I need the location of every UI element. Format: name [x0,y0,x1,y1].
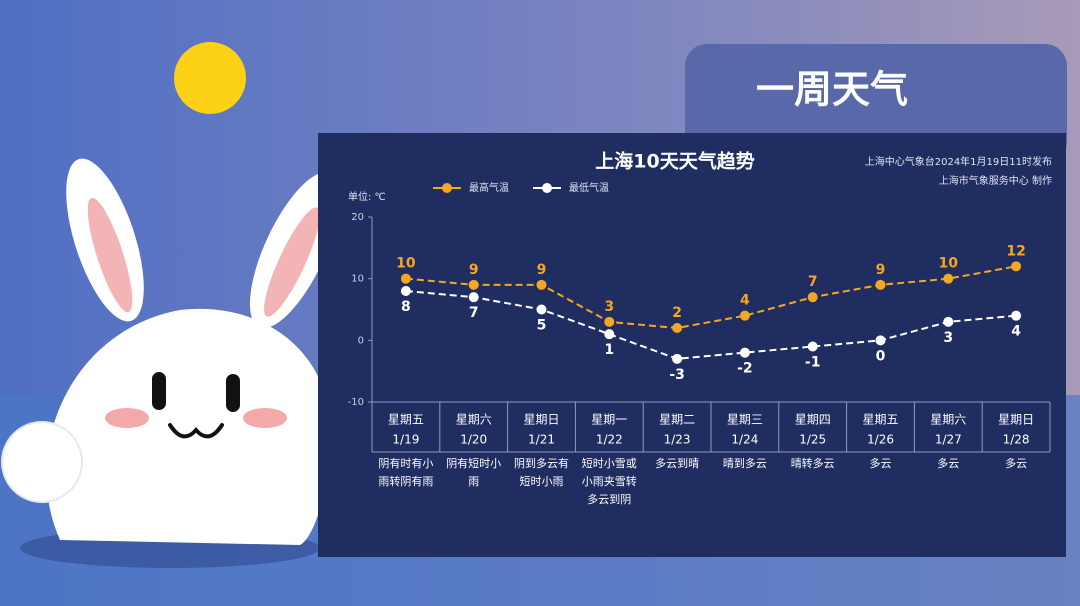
y-tick-label: 10 [351,274,364,285]
data-label: 12 [1006,243,1025,259]
x-tick-label: 1/22 [596,433,623,447]
point [672,353,683,364]
x-tick-label: 1/23 [664,433,691,447]
weather: 晴转多云 [790,457,835,470]
weather: 阴有短时小雨 [446,457,502,488]
data-label: 7 [808,274,818,290]
unit-label: 单位: ℃ [348,190,386,203]
x-tick-label: 1/27 [935,433,962,447]
point [400,286,411,296]
point [943,273,954,284]
data-label: 5 [537,318,547,334]
legend-label: 最低气温 [569,181,609,194]
point [400,273,411,284]
x-tick-label: 1/26 [867,433,894,447]
x-tick-label: 1/21 [528,433,555,447]
data-label: 8 [401,299,411,315]
weekday: 星期六 [930,413,966,427]
data-label: -1 [805,355,821,371]
point [604,316,615,327]
weather: 晴到多云 [722,457,767,470]
poster-title: 一周天气 [756,68,908,112]
data-label: 4 [1011,324,1021,340]
point [875,279,886,290]
weekday: 星期三 [727,413,763,427]
chart-panel [318,133,1066,557]
source: 上海中心气象台2024年1月19日11时发布 [865,155,1052,168]
point [468,279,479,290]
point [536,279,547,290]
data-label: -2 [737,361,753,377]
rabbit [1,158,341,568]
data-label: 9 [876,262,886,278]
y-tick-label: 0 [358,335,364,346]
weekday: 星期五 [862,413,898,427]
credit: 上海市气象服务中心 制作 [939,174,1052,187]
data-label: 3 [604,299,614,315]
weekday: 星期日 [998,413,1034,427]
weather: 多云到晴 [655,457,700,470]
weather: 阴有时有小雨转阴有雨 [378,457,434,488]
data-label: 3 [943,330,953,346]
point [739,310,750,321]
x-tick-label: 1/24 [731,433,758,447]
point [536,304,547,315]
point [1011,310,1022,321]
point [1011,261,1022,272]
point [875,335,886,346]
point [807,341,818,352]
data-label: 9 [469,262,479,278]
point [943,316,954,327]
weather: 阴到多云有短时小雨 [514,457,569,488]
y-tick-label: 20 [351,212,364,223]
weather: 多云 [937,457,960,470]
point [739,347,750,358]
x-tick-label: 1/20 [460,433,487,447]
chart-title: 上海10天天气趋势 [595,150,754,173]
data-label: 0 [876,348,886,364]
legend-label: 最高气温 [469,181,509,194]
x-tick-label: 1/19 [392,433,419,447]
data-label: 1 [604,342,614,358]
weekday: 星期五 [388,413,424,427]
legend-marker [542,183,552,193]
point [604,329,615,340]
data-label: 9 [537,262,547,278]
weekday: 星期六 [456,413,492,427]
legend-marker [442,183,452,193]
x-tick-label: 1/28 [1003,433,1030,447]
weekday: 星期一 [591,413,627,427]
weather: 短时小雪或小雨夹雪转多云到阴 [581,457,637,506]
series-line [405,290,1017,360]
moon [174,42,246,114]
y-tick-label: -10 [348,397,364,408]
data-label: -3 [669,367,685,383]
x-tick-label: 1/25 [799,433,826,447]
data-label: 7 [469,305,479,321]
point [672,323,683,333]
weekday: 星期日 [523,413,559,427]
data-label: 4 [740,293,750,309]
weather: 多云 [1005,457,1028,470]
data-label: 10 [939,256,959,272]
data-label: 2 [672,305,682,321]
data-label: 10 [396,256,416,272]
point [468,292,479,303]
weather: 多云 [869,457,892,470]
weekday: 星期二 [659,413,695,427]
point [807,292,818,303]
weekday: 星期四 [795,413,831,427]
series-line [405,265,1017,330]
